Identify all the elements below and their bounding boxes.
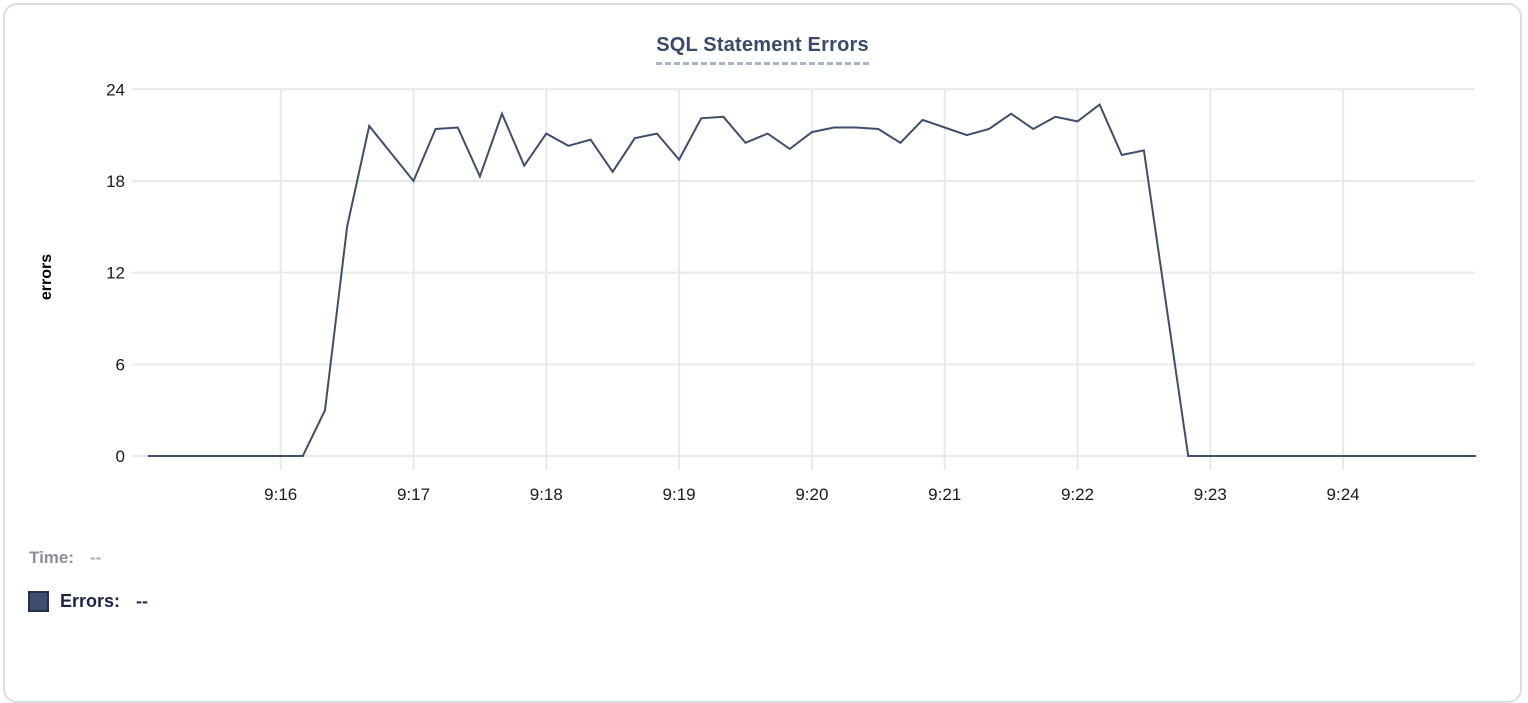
x-tick-label: 9:24 bbox=[1327, 485, 1360, 504]
hover-readout-errors: Errors: -- bbox=[28, 591, 148, 612]
errors-series-swatch bbox=[28, 591, 49, 612]
chart-card: 0 6 12 18 24 9:16 9:17 9:18 9:19 9:20 9:21 9:22 9:23… bbox=[3, 3, 1522, 703]
x-tick-label: 9:23 bbox=[1194, 485, 1227, 504]
chart-header: SQL Statement Errors bbox=[5, 34, 1520, 65]
chart-title-link[interactable]: SQL Statement Errors bbox=[656, 34, 869, 65]
x-tick-label: 9:19 bbox=[663, 485, 696, 504]
y-tick-label: 0 bbox=[116, 447, 125, 466]
errors-chart-svg[interactable]: 0 6 12 18 24 9:16 9:17 9:18 9:19 9:20 9:21 9:22 9:23… bbox=[5, 5, 1528, 517]
time-label: Time: bbox=[29, 548, 75, 567]
y-tick-label: 12 bbox=[106, 264, 125, 283]
x-tick-label: 9:17 bbox=[397, 485, 430, 504]
y-axis-title: errors bbox=[38, 254, 55, 300]
y-tick-label: 24 bbox=[106, 80, 125, 99]
x-tick-label: 9:18 bbox=[530, 485, 563, 504]
x-tick-label: 9:21 bbox=[928, 485, 961, 504]
errors-value: -- bbox=[136, 591, 149, 611]
hover-readout-time: Time: -- bbox=[29, 548, 101, 568]
errors-label: Errors: bbox=[60, 591, 121, 611]
x-tick-label: 9:20 bbox=[795, 485, 828, 504]
time-value: -- bbox=[90, 548, 102, 567]
x-tick-label: 9:16 bbox=[264, 485, 297, 504]
y-tick-label: 18 bbox=[106, 172, 125, 191]
y-tick-label: 6 bbox=[116, 355, 125, 374]
x-tick-label: 9:22 bbox=[1061, 485, 1094, 504]
errors-line-series bbox=[147, 103, 1476, 457]
